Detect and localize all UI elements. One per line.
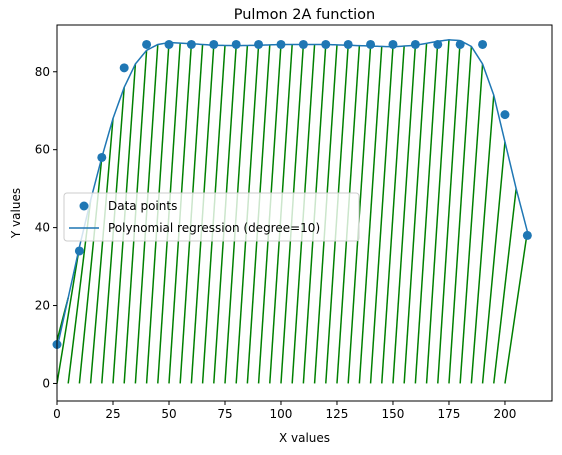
hatch-line — [448, 46, 473, 384]
data-point — [478, 39, 488, 49]
hatch-line — [414, 41, 439, 384]
data-points-layer — [52, 39, 532, 349]
x-tick-label: 125 — [326, 407, 349, 421]
x-tick-label: 75 — [217, 407, 232, 421]
x-tick-label: 150 — [382, 407, 405, 421]
data-point — [366, 39, 376, 49]
y-tick-label: 40 — [35, 221, 50, 235]
y-tick-label: 20 — [35, 299, 50, 313]
legend-label-data-points: Data points — [108, 199, 177, 213]
data-point — [74, 246, 84, 256]
x-tick-label: 200 — [494, 407, 517, 421]
data-point — [410, 39, 420, 49]
hatch-line — [392, 45, 417, 384]
hatch-line — [89, 118, 114, 384]
regression-line-layer — [56, 39, 529, 349]
data-point — [455, 39, 465, 49]
hatch-line — [358, 46, 383, 384]
data-point — [119, 63, 129, 73]
data-point — [298, 39, 308, 49]
x-tick-label: 50 — [161, 407, 176, 421]
data-point — [97, 152, 107, 162]
hatch-line — [403, 43, 428, 384]
hatch-line — [57, 246, 81, 384]
data-point — [209, 39, 219, 49]
y-axis-label: Y values — [9, 188, 23, 239]
hatch-line — [481, 141, 506, 384]
x-tick-label: 100 — [270, 407, 293, 421]
legend-marker-data-points — [79, 201, 89, 211]
data-point — [186, 39, 196, 49]
y-axis-ticks: 0 20 40 60 80 — [35, 65, 57, 390]
regression-line — [56, 39, 529, 349]
hatch-line — [493, 188, 517, 384]
chart-title: Pulmon 2A function — [234, 7, 376, 23]
hatch-line — [425, 39, 450, 384]
data-point — [231, 39, 241, 49]
hatch-line — [369, 46, 394, 384]
hatch-line — [459, 63, 484, 384]
x-tick-label: 175 — [438, 407, 461, 421]
data-point — [343, 39, 353, 49]
x-axis-ticks: 0 25 50 75 100 125 150 175 200 — [53, 401, 516, 421]
legend-box — [63, 192, 360, 242]
y-tick-label: 0 — [42, 376, 50, 390]
hatch-line — [504, 231, 529, 384]
legend: Data points Polynomial regression (degre… — [63, 192, 360, 242]
data-point — [433, 39, 443, 49]
legend-label-regression: Polynomial regression (degree=10) — [108, 221, 320, 235]
hatch-line — [470, 95, 495, 384]
y-tick-label: 80 — [35, 65, 50, 79]
data-point — [321, 39, 331, 49]
x-tick-label: 0 — [53, 407, 61, 421]
hatch-line — [381, 45, 405, 384]
data-point — [142, 39, 152, 49]
data-point — [388, 39, 398, 49]
data-point — [164, 39, 174, 49]
data-point — [522, 230, 532, 240]
data-point — [254, 39, 264, 49]
y-tick-label: 60 — [35, 143, 50, 157]
plot-frame — [56, 24, 553, 402]
data-point — [276, 39, 286, 49]
x-axis-label: X values — [279, 431, 330, 445]
x-tick-label: 25 — [105, 407, 120, 421]
data-point — [500, 110, 510, 120]
hatch-line — [437, 40, 461, 384]
